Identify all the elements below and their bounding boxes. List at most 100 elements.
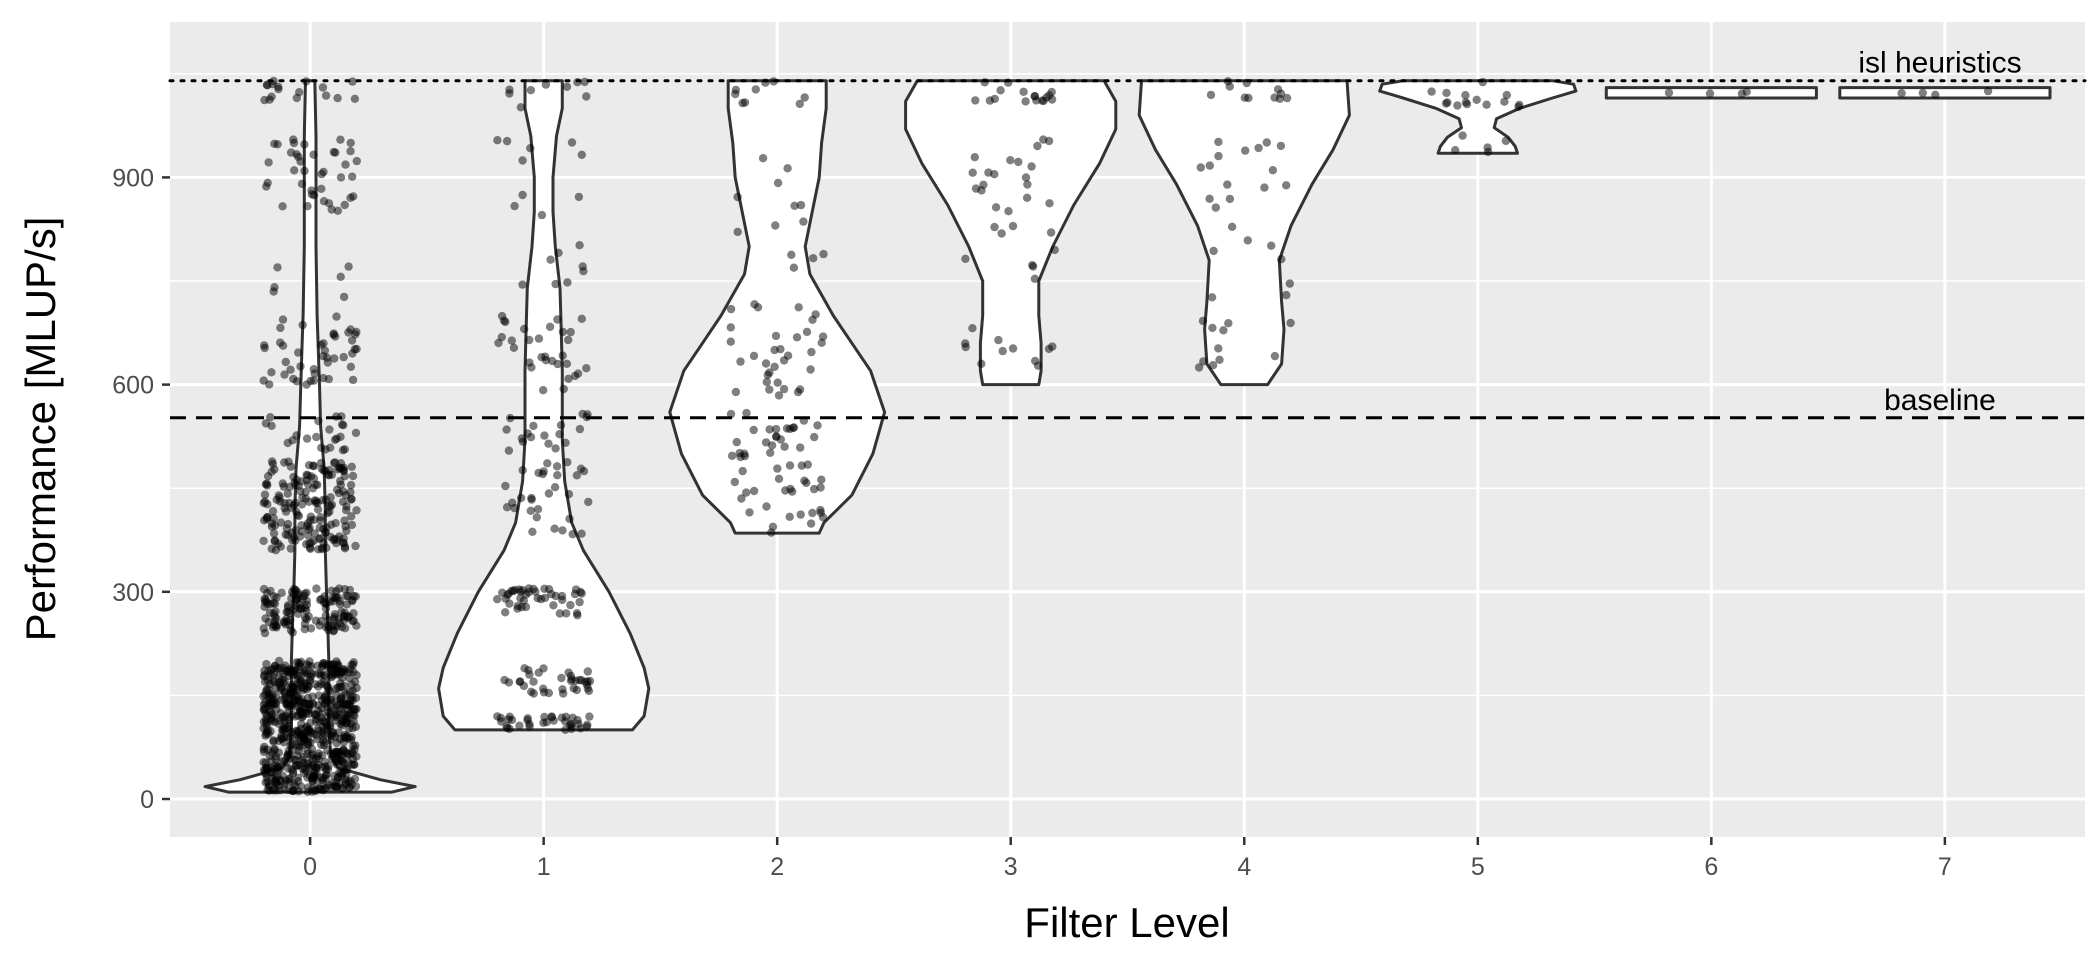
data-point-level-1 <box>566 600 575 610</box>
data-point-level-2 <box>749 351 759 361</box>
data-point-level-0 <box>262 763 271 772</box>
data-point-level-4 <box>1224 319 1233 328</box>
data-point-level-4 <box>1270 93 1279 102</box>
data-point-level-2 <box>800 93 809 102</box>
data-point-level-3 <box>971 184 981 193</box>
data-point-level-0 <box>321 466 330 475</box>
data-point-level-7 <box>1983 86 1993 96</box>
data-point-level-0 <box>321 91 331 100</box>
data-point-level-4 <box>1277 255 1286 264</box>
data-point-level-5 <box>1443 98 1452 107</box>
data-point-level-1 <box>515 721 524 730</box>
data-point-level-2 <box>789 263 799 272</box>
data-point-level-2 <box>770 362 779 371</box>
data-point-level-1 <box>510 201 519 211</box>
data-point-level-0 <box>309 515 319 524</box>
data-point-level-1 <box>525 335 534 345</box>
data-point-level-2 <box>727 451 737 460</box>
data-point-level-0 <box>340 472 349 481</box>
data-point-level-1 <box>550 483 560 492</box>
data-point-level-0 <box>317 184 326 193</box>
data-point-level-5 <box>1461 91 1470 100</box>
data-point-level-0 <box>349 717 358 726</box>
data-point-level-0 <box>313 480 322 489</box>
data-point-level-0 <box>320 346 330 355</box>
data-point-level-2 <box>731 85 741 95</box>
data-point-level-0 <box>332 690 341 699</box>
data-point-level-2 <box>807 347 816 357</box>
data-point-level-1 <box>529 689 538 698</box>
data-point-level-4 <box>1282 290 1291 300</box>
data-point-level-0 <box>281 507 291 516</box>
data-point-level-1 <box>527 493 536 503</box>
data-point-level-1 <box>526 433 536 442</box>
data-point-level-0 <box>346 193 355 202</box>
data-point-level-0 <box>295 604 304 613</box>
data-point-level-1 <box>539 386 548 395</box>
data-point-level-0 <box>339 352 348 362</box>
data-point-level-1 <box>561 438 570 447</box>
data-point-level-0 <box>306 751 316 761</box>
data-point-level-3 <box>994 335 1003 345</box>
data-point-level-0 <box>298 320 307 330</box>
data-point-level-0 <box>265 95 274 104</box>
data-point-level-0 <box>315 523 324 532</box>
data-point-level-0 <box>262 685 272 694</box>
data-point-level-0 <box>332 622 342 631</box>
data-point-level-0 <box>291 536 300 545</box>
data-point-level-0 <box>332 587 341 596</box>
data-point-level-0 <box>340 681 349 691</box>
data-point-level-3 <box>1023 180 1032 189</box>
data-point-level-2 <box>773 178 783 188</box>
data-point-level-0 <box>347 660 356 670</box>
data-point-level-1 <box>502 136 512 146</box>
data-point-level-2 <box>779 356 789 365</box>
data-point-level-1 <box>518 156 527 165</box>
data-point-level-0 <box>347 512 356 521</box>
data-point-level-3 <box>1021 97 1030 106</box>
data-point-level-0 <box>263 178 272 187</box>
data-point-level-0 <box>309 376 318 385</box>
data-point-level-0 <box>292 658 301 667</box>
data-point-level-0 <box>306 624 316 633</box>
data-point-level-3 <box>997 229 1006 238</box>
data-point-level-1 <box>572 471 582 480</box>
data-point-level-0 <box>330 771 339 781</box>
data-point-level-0 <box>333 206 343 215</box>
data-point-level-1 <box>579 267 588 276</box>
data-point-level-2 <box>796 443 805 452</box>
data-point-level-5 <box>1483 143 1492 152</box>
data-point-level-0 <box>298 710 307 719</box>
data-point-level-1 <box>562 359 572 368</box>
data-point-level-4 <box>1254 143 1263 153</box>
data-point-level-0 <box>286 148 296 157</box>
data-point-level-2 <box>726 323 735 332</box>
data-point-level-1 <box>551 444 560 453</box>
data-point-level-1 <box>545 322 555 331</box>
data-point-level-0 <box>323 358 332 367</box>
data-point-level-2 <box>733 192 742 202</box>
data-point-level-2 <box>796 510 805 519</box>
data-point-level-0 <box>269 700 278 709</box>
data-point-level-2 <box>762 377 771 387</box>
data-point-level-0 <box>332 312 341 321</box>
data-point-level-3 <box>1022 193 1032 202</box>
data-point-level-4 <box>1205 194 1214 203</box>
data-point-level-0 <box>307 186 316 195</box>
data-point-level-3 <box>1046 228 1056 237</box>
data-point-level-0 <box>279 678 288 688</box>
data-point-level-4 <box>1206 90 1216 100</box>
data-point-level-0 <box>333 93 342 103</box>
data-point-level-4 <box>1209 246 1218 256</box>
data-point-level-2 <box>771 221 780 230</box>
data-point-level-0 <box>347 747 357 756</box>
data-point-level-3 <box>1033 361 1043 370</box>
data-point-level-0 <box>337 607 346 616</box>
data-point-level-3 <box>971 96 980 105</box>
data-point-level-3 <box>1045 199 1054 208</box>
data-point-level-1 <box>577 589 586 598</box>
data-point-level-0 <box>346 138 355 148</box>
reference-lines: isl heuristics baseline <box>168 47 2087 420</box>
data-point-level-2 <box>738 98 747 108</box>
data-point-level-3 <box>1027 162 1036 171</box>
